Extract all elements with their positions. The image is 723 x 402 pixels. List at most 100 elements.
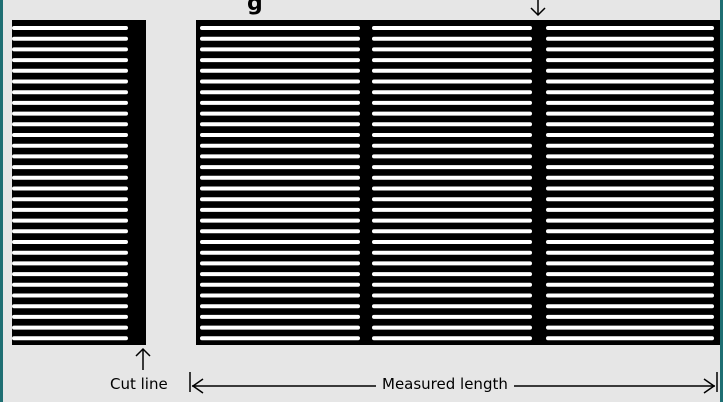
slit	[546, 314, 714, 319]
slit	[372, 304, 532, 309]
slit	[200, 272, 360, 277]
slit	[546, 111, 714, 116]
slit	[372, 58, 532, 63]
left-sample-slits	[12, 26, 128, 341]
slit	[12, 90, 128, 95]
slit	[372, 240, 532, 244]
slit	[200, 122, 360, 127]
slit	[200, 79, 360, 84]
slit	[200, 282, 360, 287]
slit	[12, 26, 128, 30]
slit	[200, 197, 360, 202]
slit	[546, 58, 714, 63]
slit	[200, 100, 360, 105]
slit	[546, 304, 714, 309]
slit	[546, 207, 714, 212]
slit	[372, 36, 532, 41]
slit	[546, 336, 714, 341]
title-fragment: g	[247, 0, 263, 16]
slit	[546, 272, 714, 277]
slit	[546, 218, 714, 223]
slit	[12, 36, 128, 41]
slit	[546, 36, 714, 41]
slit	[546, 154, 714, 159]
slit	[546, 282, 714, 287]
slit	[546, 325, 714, 330]
slit	[372, 197, 532, 202]
slit	[372, 68, 532, 73]
slit	[546, 47, 714, 52]
cut-line-label: Cut line	[110, 375, 168, 393]
slit	[200, 36, 360, 41]
slit	[200, 47, 360, 52]
slit	[372, 122, 532, 127]
slit	[546, 122, 714, 127]
slit	[546, 250, 714, 255]
slit	[12, 58, 128, 63]
slit	[546, 79, 714, 84]
slit	[546, 186, 714, 191]
slit	[12, 186, 128, 191]
slit	[372, 207, 532, 212]
slit	[372, 111, 532, 116]
slit	[12, 100, 128, 105]
slit	[12, 154, 128, 159]
slit	[372, 325, 532, 330]
slit	[372, 143, 532, 148]
slit	[12, 207, 128, 212]
slit	[12, 325, 128, 330]
slit	[200, 133, 360, 137]
slit	[372, 250, 532, 255]
slit	[200, 68, 360, 73]
slit	[12, 197, 128, 202]
right-sample-block	[196, 20, 720, 345]
slit	[372, 229, 532, 234]
slit	[12, 336, 128, 341]
slit	[372, 282, 532, 287]
slit	[12, 111, 128, 116]
slit	[546, 143, 714, 148]
slit	[200, 293, 360, 298]
arrow-up-icon	[135, 347, 151, 370]
slit	[546, 68, 714, 73]
right-sample-body	[196, 20, 720, 345]
slit	[546, 261, 714, 266]
slit	[372, 165, 532, 170]
slit	[12, 133, 128, 137]
slit	[200, 26, 360, 30]
slit	[12, 229, 128, 234]
slit	[372, 154, 532, 159]
slit	[372, 26, 532, 30]
slit	[200, 336, 360, 341]
slit	[372, 272, 532, 277]
slit	[200, 186, 360, 191]
slit	[12, 304, 128, 309]
slit	[12, 240, 128, 244]
slit	[546, 165, 714, 170]
slit	[12, 218, 128, 223]
slit	[12, 293, 128, 298]
frame-edge-left	[0, 0, 3, 402]
slit	[546, 293, 714, 298]
slit	[546, 240, 714, 244]
left-sample-block	[12, 20, 146, 345]
slit	[546, 175, 714, 180]
slit	[200, 165, 360, 170]
right-sample-slits	[200, 26, 714, 341]
slit	[372, 261, 532, 266]
slit	[200, 304, 360, 309]
slit	[12, 79, 128, 84]
slit	[200, 111, 360, 116]
slit	[200, 229, 360, 234]
slit	[200, 154, 360, 159]
slit	[12, 282, 128, 287]
frame-edge-right	[720, 0, 723, 402]
slit	[372, 186, 532, 191]
slit	[200, 90, 360, 95]
measured-length-label: Measured length	[376, 377, 514, 392]
slit	[372, 100, 532, 105]
slit	[372, 175, 532, 180]
slit	[12, 143, 128, 148]
slit	[372, 90, 532, 95]
